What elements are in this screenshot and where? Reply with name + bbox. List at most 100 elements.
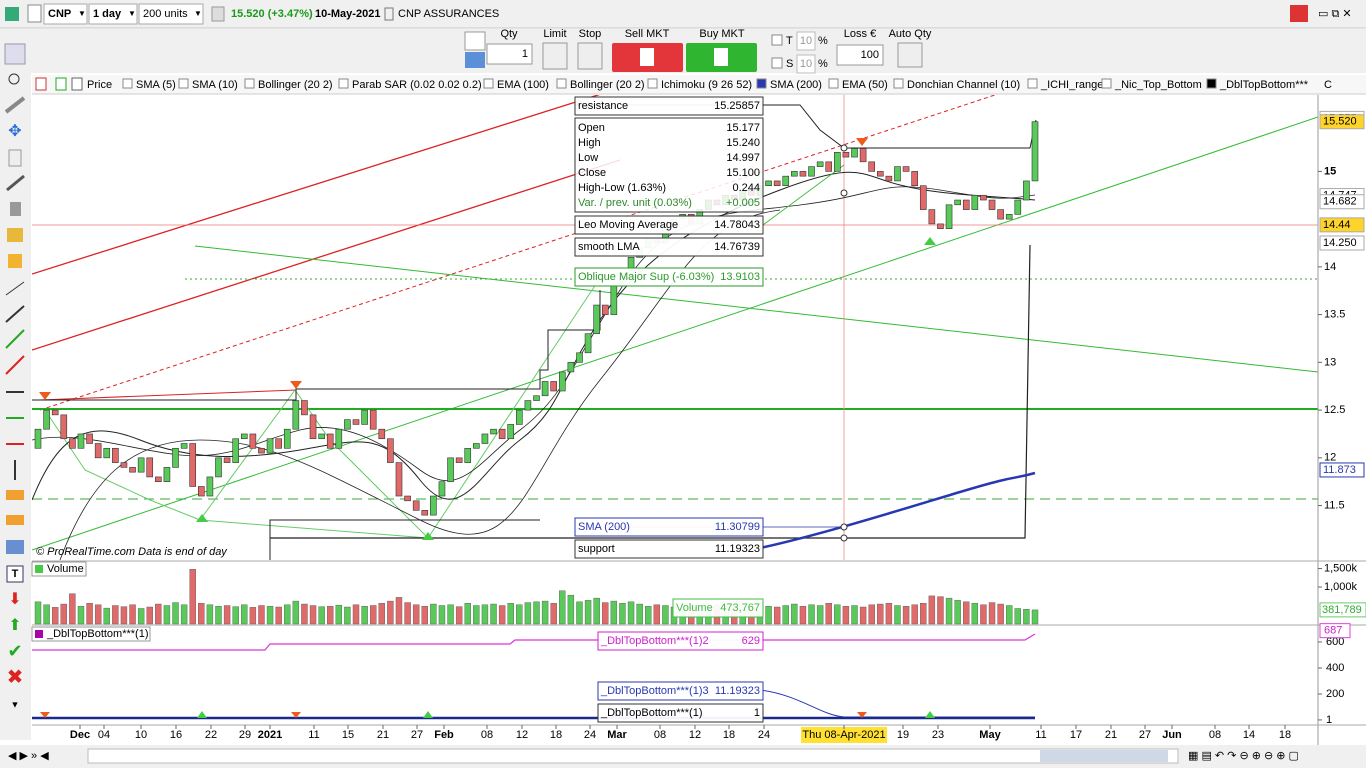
volume-bar (438, 605, 446, 625)
candle (524, 400, 532, 411)
window-restore[interactable]: ▭ ⧉ ✕ (1318, 8, 1352, 20)
volume-bar (473, 605, 480, 625)
indicator-tab[interactable]: SMA (200) (770, 79, 822, 91)
keyboard-button[interactable] (465, 52, 485, 68)
date-label: 21 (377, 729, 389, 741)
date-label: 08 (1209, 729, 1221, 741)
tab-checkbox[interactable] (338, 78, 349, 89)
tab-icon[interactable] (55, 77, 67, 91)
top-arrow (290, 381, 302, 389)
overlay-line (199, 519, 429, 539)
candle (309, 414, 317, 440)
tab-checkbox[interactable] (756, 78, 767, 89)
indicator-tab[interactable]: _DblTopBottom*** (1219, 79, 1309, 91)
candle (868, 161, 875, 172)
indicator-tab[interactable]: _ICHI_range (1040, 79, 1103, 91)
checkbox-s[interactable] (771, 57, 783, 69)
overlay-line (39, 389, 297, 401)
resistance-label: resistance (578, 100, 628, 112)
tab-checkbox[interactable] (122, 78, 133, 89)
indicator-tab[interactable]: Donchian Channel (10) (907, 79, 1020, 91)
volume-bar (120, 606, 128, 625)
checkbox-t[interactable] (771, 34, 783, 46)
volume-bar (198, 603, 205, 625)
tab-checkbox[interactable] (1206, 78, 1217, 89)
indicator-tab[interactable]: EMA (100) (497, 79, 549, 91)
crosshair-point (840, 144, 848, 152)
tab-icon[interactable] (35, 77, 47, 91)
volume-bar (60, 603, 67, 625)
candle (77, 433, 85, 449)
top-arrow (856, 138, 868, 146)
indicator-tab[interactable]: Bollinger (20 2) (258, 79, 333, 91)
volume-bar (447, 604, 454, 625)
units-box[interactable] (138, 3, 204, 25)
instrument-name: CNP ASSURANCES (398, 8, 499, 20)
watchlist-icon[interactable] (27, 4, 42, 23)
tab-checkbox[interactable] (647, 78, 658, 89)
s-label: S (786, 58, 793, 70)
indicator-tab[interactable]: EMA (50) (842, 79, 888, 91)
period: 1 day (93, 8, 122, 20)
zoom-tools[interactable]: ▦ ▤ ↶ ↷ ⊖ ⊕ ⊖ ⊕ ▢ (1188, 750, 1299, 762)
overlay-line (762, 164, 845, 226)
qty-label: Qty (500, 28, 518, 40)
date-label: 14 (1243, 729, 1255, 741)
tab-icon[interactable] (71, 77, 83, 91)
app-icon[interactable] (5, 7, 19, 21)
drawing-tools: ✥ T ⬇ ⬆ ✔ ✖ ▼ (4, 43, 26, 709)
auto-qty-button[interactable] (897, 42, 923, 68)
qty-input[interactable] (486, 43, 533, 65)
volume-label: Volume (676, 602, 713, 614)
candle (129, 467, 136, 473)
bottom-arrow (197, 711, 207, 718)
tab-checkbox[interactable] (556, 78, 567, 89)
dbl-tick-label: 200 (1326, 688, 1344, 700)
loss-input[interactable] (836, 44, 884, 66)
volume-bar (1006, 605, 1013, 625)
indicator-tab[interactable]: SMA (5) (136, 79, 176, 91)
date-label: 29 (239, 729, 251, 741)
indicator-tab[interactable]: SMA (10) (192, 79, 238, 91)
candle (155, 476, 162, 483)
wrench-button[interactable] (464, 31, 486, 51)
candle (421, 510, 429, 516)
dbl-line (759, 689, 1035, 718)
t-input[interactable] (796, 31, 816, 51)
candle (344, 419, 351, 430)
candle (395, 462, 403, 497)
date-label: 2021 (258, 729, 282, 741)
scroll-thumb[interactable] (1040, 750, 1168, 762)
dbl2-value: 629 (742, 635, 760, 647)
indicator-tab[interactable]: Parab SAR (0.02 0.02 0.2) (352, 79, 482, 91)
overlay-line (269, 519, 540, 560)
s-input[interactable] (796, 54, 816, 74)
volume-bar (971, 603, 979, 625)
top-arrow (857, 712, 867, 718)
scrollbar[interactable] (87, 748, 1179, 764)
indicator-tab[interactable]: Bollinger (20 2) (570, 79, 645, 91)
limit-button[interactable] (542, 42, 568, 70)
date-label: 24 (758, 729, 770, 741)
volume-bar (421, 606, 428, 625)
tab-checkbox[interactable] (893, 78, 904, 89)
period-box[interactable] (88, 3, 138, 25)
quote-date: 10-May-2021 (315, 8, 380, 20)
symbol-box[interactable] (43, 3, 88, 25)
indicator-tab[interactable]: C (1324, 79, 1332, 91)
lock-icon[interactable] (211, 6, 225, 22)
tab-checkbox[interactable] (178, 78, 189, 89)
tab-checkbox[interactable] (828, 78, 839, 89)
tab-checkbox[interactable] (1101, 78, 1112, 89)
tab-checkbox[interactable] (483, 78, 494, 89)
tab-checkbox[interactable] (1027, 78, 1038, 89)
volume-bar (387, 600, 394, 625)
stop-button[interactable] (577, 42, 603, 70)
indicator-tab[interactable]: _Nic_Top_Bottom (1114, 79, 1202, 91)
scroll-buttons[interactable]: ◀ ▶ » ◀ (8, 750, 49, 762)
indicator-tab[interactable]: Price (87, 79, 112, 91)
oblique-box (574, 267, 764, 287)
indicator-tab[interactable]: Ichimoku (9 26 52) (661, 79, 752, 91)
tab-checkbox[interactable] (244, 78, 255, 89)
sync-icon[interactable] (1290, 5, 1308, 22)
